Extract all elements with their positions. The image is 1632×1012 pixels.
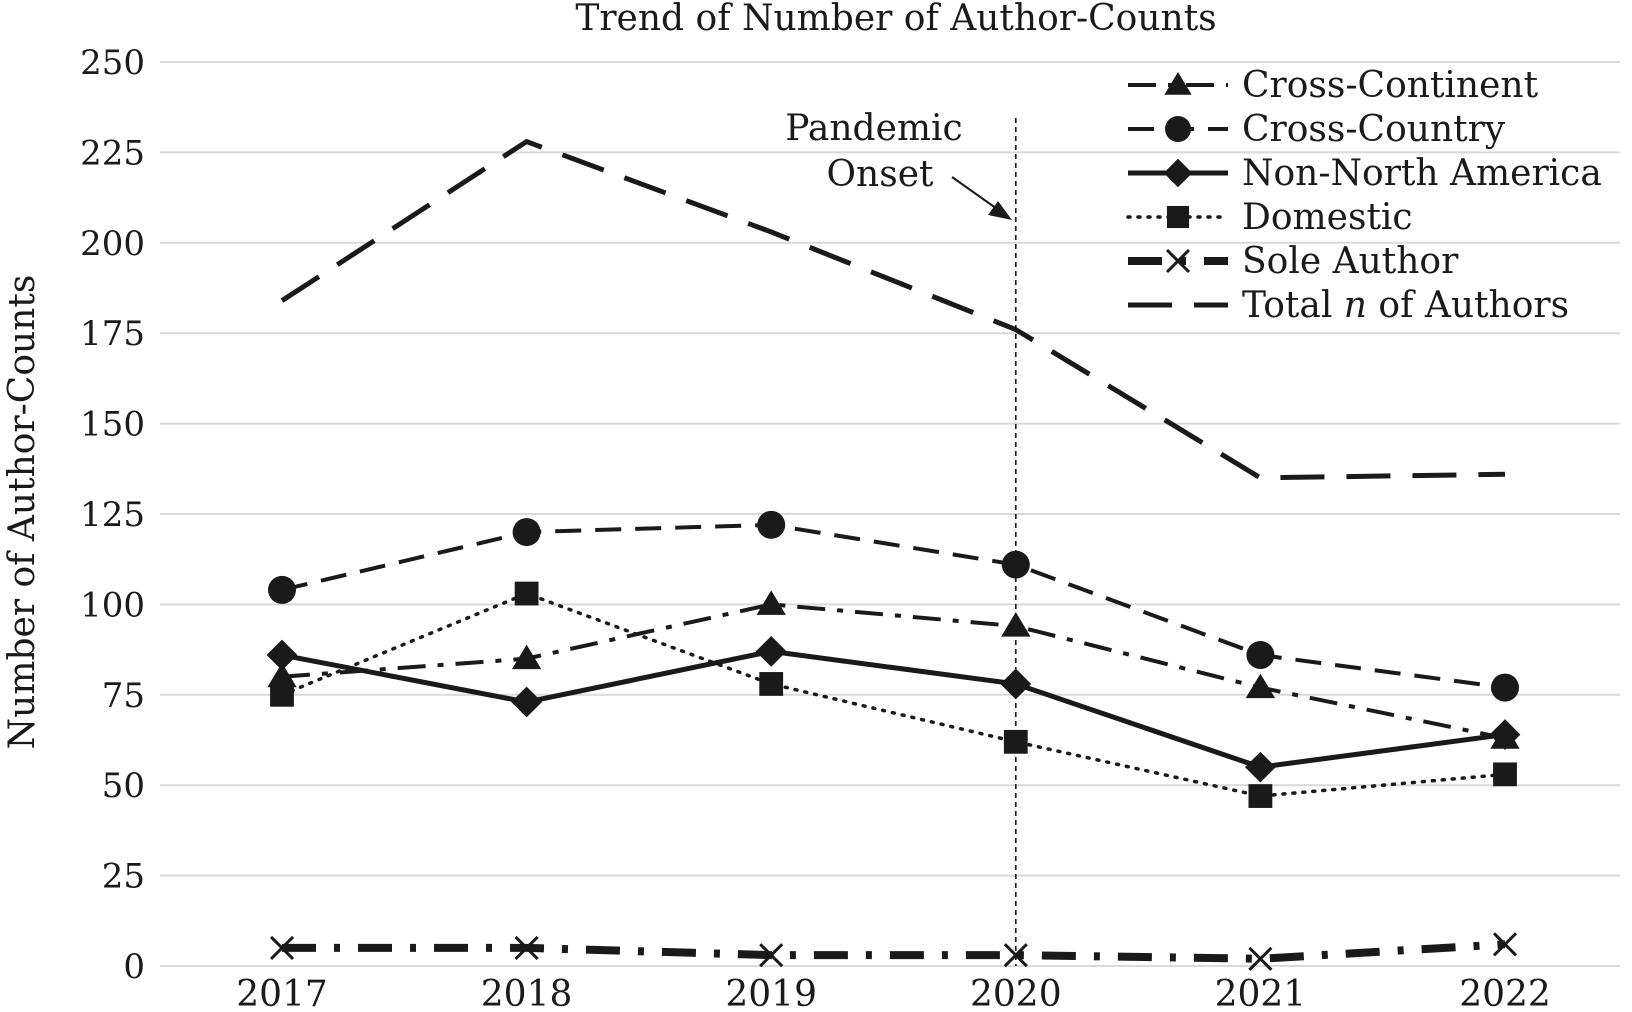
legend-label: Total n of Authors: [1242, 285, 1569, 326]
x-tick-labels: 2017 2018 2019 2020 2021 2022: [236, 974, 1551, 1012]
y-tick-label: 150: [80, 405, 145, 445]
legend-item-non-north-america: Non-North America: [1128, 153, 1602, 194]
y-tick-label: 225: [80, 133, 145, 173]
series-domestic: [270, 581, 1517, 808]
y-axis-label: Number of Author-Counts: [2, 275, 43, 750]
legend-marker: [1165, 116, 1191, 142]
series-line-cross-continent: [281, 602, 1506, 741]
legend-item-cross-country: Cross-Country: [1128, 109, 1506, 150]
legend-marker: [1166, 205, 1190, 229]
data-point-cross-continent: [1001, 612, 1031, 637]
data-point-non-north-america: [755, 636, 787, 667]
y-tick-label: 75: [102, 676, 145, 716]
data-point-cross-continent: [1245, 673, 1276, 699]
series-line-domestic: [280, 591, 1507, 798]
data-point-domestic: [1003, 729, 1028, 754]
y-tick-label: 100: [80, 585, 145, 625]
x-tick-label: 2017: [236, 974, 328, 1012]
series-non-north-america: [266, 636, 1521, 783]
legend-item-sole-author: Sole Author: [1128, 241, 1459, 282]
x-tick-label: 2021: [1215, 974, 1307, 1012]
series-total-n-of-authors: [280, 139, 1506, 481]
x-tick-label: 2019: [725, 974, 817, 1012]
data-point-cross-country: [1001, 550, 1030, 579]
data-point-non-north-america: [1000, 668, 1032, 700]
data-point-non-north-america: [1245, 751, 1276, 783]
legend-marker: [1165, 248, 1191, 274]
data-point-non-north-america: [511, 686, 542, 718]
legend-label: Cross-Continent: [1242, 65, 1539, 106]
series-cross-country: [268, 510, 1519, 702]
y-tick-label: 50: [102, 766, 145, 806]
data-point-cross-continent: [511, 644, 542, 670]
pandemic-annotation: Pandemic Onset: [785, 108, 1017, 966]
annotation-text-line1: Pandemic: [785, 108, 962, 149]
y-tick-label: 0: [123, 947, 145, 987]
data-point-sole-author: [1492, 932, 1518, 957]
y-tick-labels: 0 25 50 75 100 125 150 175 200 225 250: [80, 43, 145, 987]
series-line-non-north-america: [281, 648, 1506, 770]
series-group: [266, 139, 1521, 971]
grid-lines: [160, 61, 1620, 967]
data-point-cross-country: [1491, 673, 1519, 702]
data-point-cross-country: [757, 510, 786, 539]
data-point-sole-author: [759, 943, 784, 968]
legend-item-domestic: Domestic: [1126, 197, 1413, 238]
data-point-cross-country: [1246, 641, 1275, 670]
data-point-cross-country: [512, 518, 541, 547]
data-point-sole-author: [1003, 943, 1028, 968]
y-tick-label: 125: [80, 495, 145, 535]
data-point-non-north-america: [266, 639, 298, 671]
y-tick-label: 200: [80, 224, 145, 264]
data-point-domestic: [1248, 784, 1273, 808]
data-point-cross-continent: [756, 590, 786, 615]
chart-title: Trend of Number of Author-Counts: [575, 0, 1216, 39]
series-sole-author: [269, 932, 1518, 971]
legend-item-total-n-of-authors: Total n of Authors: [1128, 285, 1569, 326]
data-point-domestic: [514, 581, 539, 606]
series-line-cross-country: [281, 522, 1506, 690]
data-point-sole-author: [1248, 946, 1273, 971]
legend-label-italic: n: [1344, 285, 1367, 326]
legend-label-part: of Authors: [1367, 285, 1569, 326]
annotation-arrow-shaft: [951, 176, 1001, 212]
legend-marker: [1164, 72, 1192, 95]
data-point-domestic: [270, 682, 294, 707]
data-point-cross-country: [268, 575, 296, 604]
legend-label-part: Total: [1242, 285, 1344, 326]
x-tick-label: 2018: [481, 974, 573, 1012]
data-point-cross-continent: [267, 662, 297, 688]
y-tick-label: 250: [80, 43, 145, 83]
legend-item-cross-continent: Cross-Continent: [1128, 65, 1539, 106]
data-point-domestic: [1493, 762, 1517, 787]
data-point-non-north-america: [1489, 719, 1521, 750]
y-tick-label: 175: [80, 314, 145, 354]
data-point-domestic: [759, 672, 784, 696]
x-tick-label: 2020: [970, 974, 1062, 1012]
legend-label: Domestic: [1242, 197, 1413, 238]
legend-label: Non-North America: [1242, 153, 1602, 194]
legend-marker: [1163, 158, 1193, 188]
annotation-text-line2: Onset: [827, 154, 934, 195]
legend-label: Sole Author: [1242, 241, 1459, 282]
annotation-arrow-head: [988, 201, 1012, 220]
data-point-sole-author: [269, 935, 295, 960]
y-tick-label: 25: [102, 857, 145, 897]
x-tick-label: 2022: [1459, 974, 1551, 1012]
series-line-sole-author: [282, 940, 1506, 963]
series-line-total-n-of-authors: [280, 139, 1506, 481]
data-point-sole-author: [514, 935, 539, 960]
legend-label: Cross-Country: [1242, 109, 1506, 150]
